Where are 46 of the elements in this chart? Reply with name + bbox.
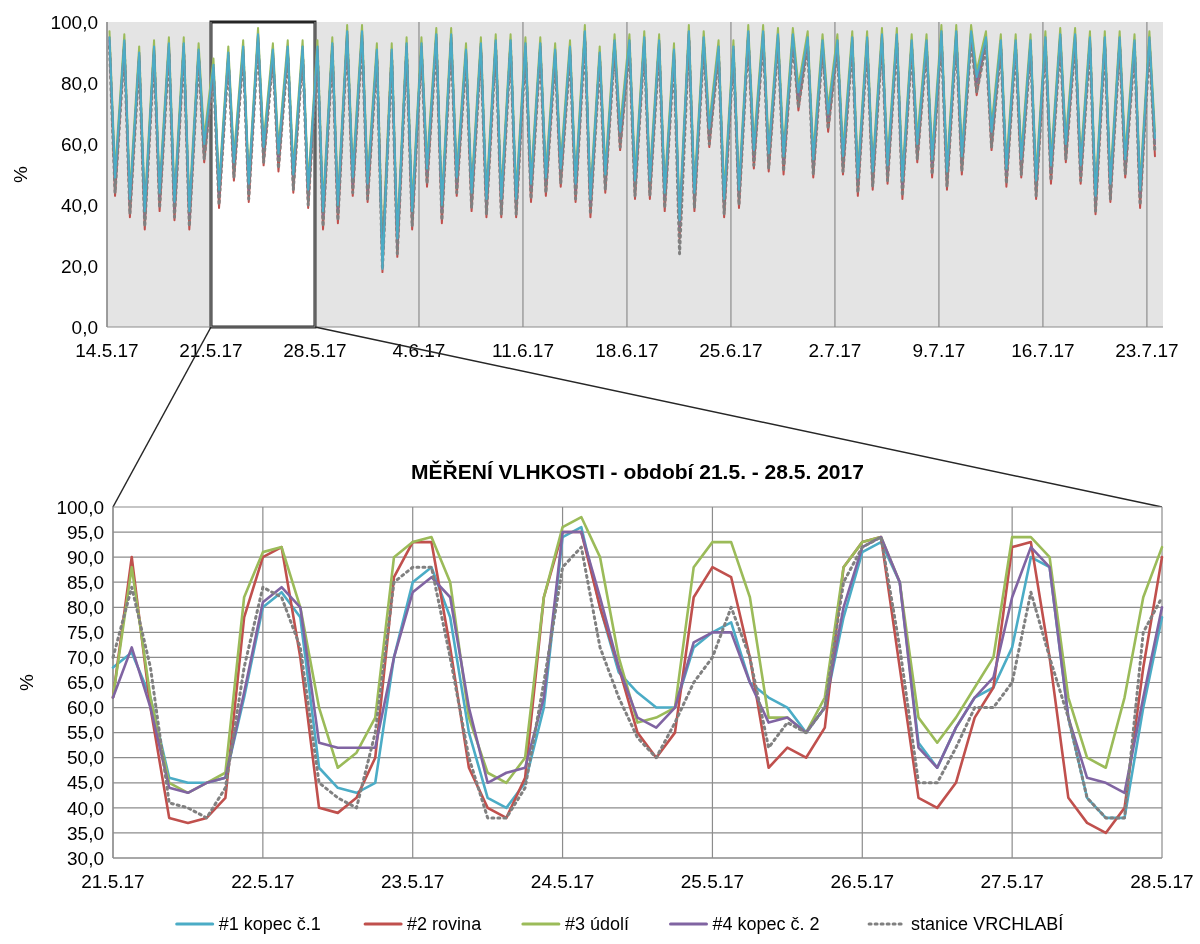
x-tick-label: 14.5.17 xyxy=(75,340,139,361)
x-tick-label: 21.5.17 xyxy=(81,871,145,892)
y-tick-label: 20,0 xyxy=(61,255,98,277)
legend-label: stanice VRCHLABÍ xyxy=(911,914,1064,934)
x-tick-label: 27.5.17 xyxy=(980,871,1044,892)
y-tick-label: 75,0 xyxy=(67,622,104,644)
x-tick-label: 24.5.17 xyxy=(530,871,595,892)
y-tick-label: 70,0 xyxy=(67,647,104,669)
x-tick-label: 16.7.17 xyxy=(1011,340,1075,361)
y-tick-label: 45,0 xyxy=(67,772,104,794)
y-tick-label: 40,0 xyxy=(67,797,104,819)
x-tick-label: 23.5.17 xyxy=(381,871,445,892)
y-tick-label: 40,0 xyxy=(61,194,98,216)
legend-label: #2 rovina xyxy=(407,914,483,934)
y-tick-label: 85,0 xyxy=(67,571,104,593)
y-tick-label: 60,0 xyxy=(67,697,104,719)
y-tick-label: 65,0 xyxy=(67,672,104,694)
x-tick-label: 18.6.17 xyxy=(595,340,659,361)
y-tick-label: 80,0 xyxy=(67,596,104,618)
y-axis-title: % xyxy=(10,165,31,183)
legend-label: #4 kopec č. 2 xyxy=(712,914,820,934)
chart-title: MĚŘENÍ VLHKOSTI - období 21.5. - 28.5. 2017 xyxy=(411,460,864,483)
y-tick-label: 50,0 xyxy=(67,747,104,769)
legend-label: #1 kopec č.1 xyxy=(218,914,321,934)
legend-label: #3 údolí xyxy=(564,914,629,934)
y-axis-title: % xyxy=(16,673,37,691)
x-tick-label: 25.5.17 xyxy=(680,871,745,892)
y-tick-label: 60,0 xyxy=(61,133,98,155)
y-tick-label: 100,0 xyxy=(56,496,104,518)
x-tick-label: 23.7.17 xyxy=(1115,340,1179,361)
x-tick-label: 28.5.17 xyxy=(283,340,347,361)
y-tick-label: 30,0 xyxy=(67,847,104,869)
y-tick-label: 35,0 xyxy=(67,822,104,844)
x-tick-label: 28.5.17 xyxy=(1130,871,1194,892)
y-tick-label: 0,0 xyxy=(71,316,98,338)
y-tick-label: 80,0 xyxy=(61,72,98,94)
y-tick-label: 100,0 xyxy=(50,11,98,33)
x-tick-label: 11.6.17 xyxy=(491,340,554,361)
x-tick-label: 22.5.17 xyxy=(231,871,295,892)
y-tick-label: 55,0 xyxy=(67,722,104,744)
x-tick-label: 26.5.17 xyxy=(830,871,894,892)
x-tick-label: 25.6.17 xyxy=(699,340,763,361)
y-tick-label: 95,0 xyxy=(67,521,104,543)
y-tick-label: 90,0 xyxy=(67,546,104,568)
x-tick-label: 2.7.17 xyxy=(808,340,862,361)
x-tick-label: 9.7.17 xyxy=(912,340,966,361)
